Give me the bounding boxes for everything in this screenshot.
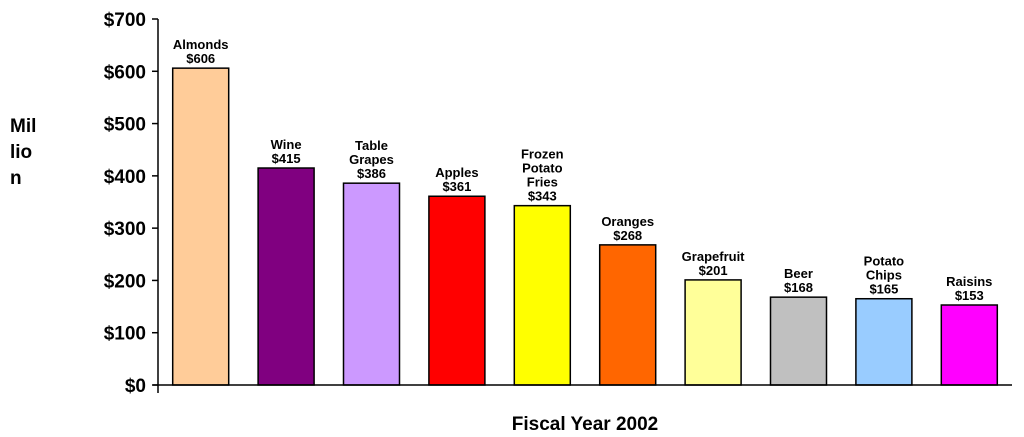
y-axis-title-line: lio bbox=[10, 142, 32, 163]
x-axis-title: Fiscal Year 2002 bbox=[512, 414, 659, 435]
bar bbox=[684, 279, 742, 386]
bar bbox=[769, 296, 828, 386]
bar bbox=[855, 297, 913, 386]
category-label: Wine bbox=[271, 137, 302, 152]
y-tick-label: $500 bbox=[104, 115, 146, 136]
category-label: Raisins bbox=[946, 274, 992, 289]
category-label: Grapes bbox=[349, 152, 394, 167]
category-label: Oranges bbox=[601, 214, 654, 229]
y-tick-label: $400 bbox=[104, 167, 146, 188]
y-tick-label: $200 bbox=[104, 271, 146, 292]
bar bbox=[257, 167, 315, 386]
category-label: Apples bbox=[435, 165, 478, 180]
y-tick-label: $300 bbox=[104, 219, 146, 240]
bars bbox=[171, 67, 999, 386]
bar bbox=[598, 244, 657, 386]
y-tick-label: $100 bbox=[104, 324, 146, 345]
bar bbox=[513, 204, 572, 386]
y-tick-label: $600 bbox=[104, 62, 146, 83]
category-label: Almonds bbox=[173, 37, 229, 52]
data-value-label: $386 bbox=[357, 166, 386, 181]
y-axis-ticks: $0 $100 $200 $300 $400 $500 $600 $700 bbox=[104, 10, 158, 397]
category-label: Beer bbox=[784, 266, 813, 281]
data-value-label: $201 bbox=[699, 263, 728, 278]
y-axis-title-line: n bbox=[10, 168, 22, 189]
y-axis-title: Mil lio n bbox=[10, 116, 36, 189]
y-tick-label: $0 bbox=[125, 376, 146, 397]
data-value-label: $361 bbox=[442, 179, 471, 194]
data-value-label: $168 bbox=[784, 280, 813, 295]
bar bbox=[428, 195, 486, 386]
data-value-label: $415 bbox=[272, 151, 301, 166]
data-value-label: $268 bbox=[613, 228, 642, 243]
data-value-label: $165 bbox=[869, 282, 898, 297]
category-label: Table bbox=[355, 138, 388, 153]
bar bbox=[940, 304, 999, 386]
category-label: Frozen bbox=[521, 147, 564, 162]
data-value-label: $153 bbox=[955, 288, 984, 303]
bar bbox=[342, 182, 401, 386]
category-label: Grapefruit bbox=[682, 249, 746, 264]
category-label: Chips bbox=[866, 268, 902, 283]
data-value-label: $606 bbox=[186, 51, 215, 66]
y-tick-label: $700 bbox=[104, 10, 146, 31]
y-axis-title-line: Mil bbox=[10, 116, 36, 137]
category-label: Potato bbox=[864, 254, 905, 269]
data-value-label: $343 bbox=[528, 189, 557, 204]
bar bbox=[171, 67, 230, 386]
category-label: Fries bbox=[527, 175, 558, 190]
category-label: Potato bbox=[522, 161, 563, 176]
